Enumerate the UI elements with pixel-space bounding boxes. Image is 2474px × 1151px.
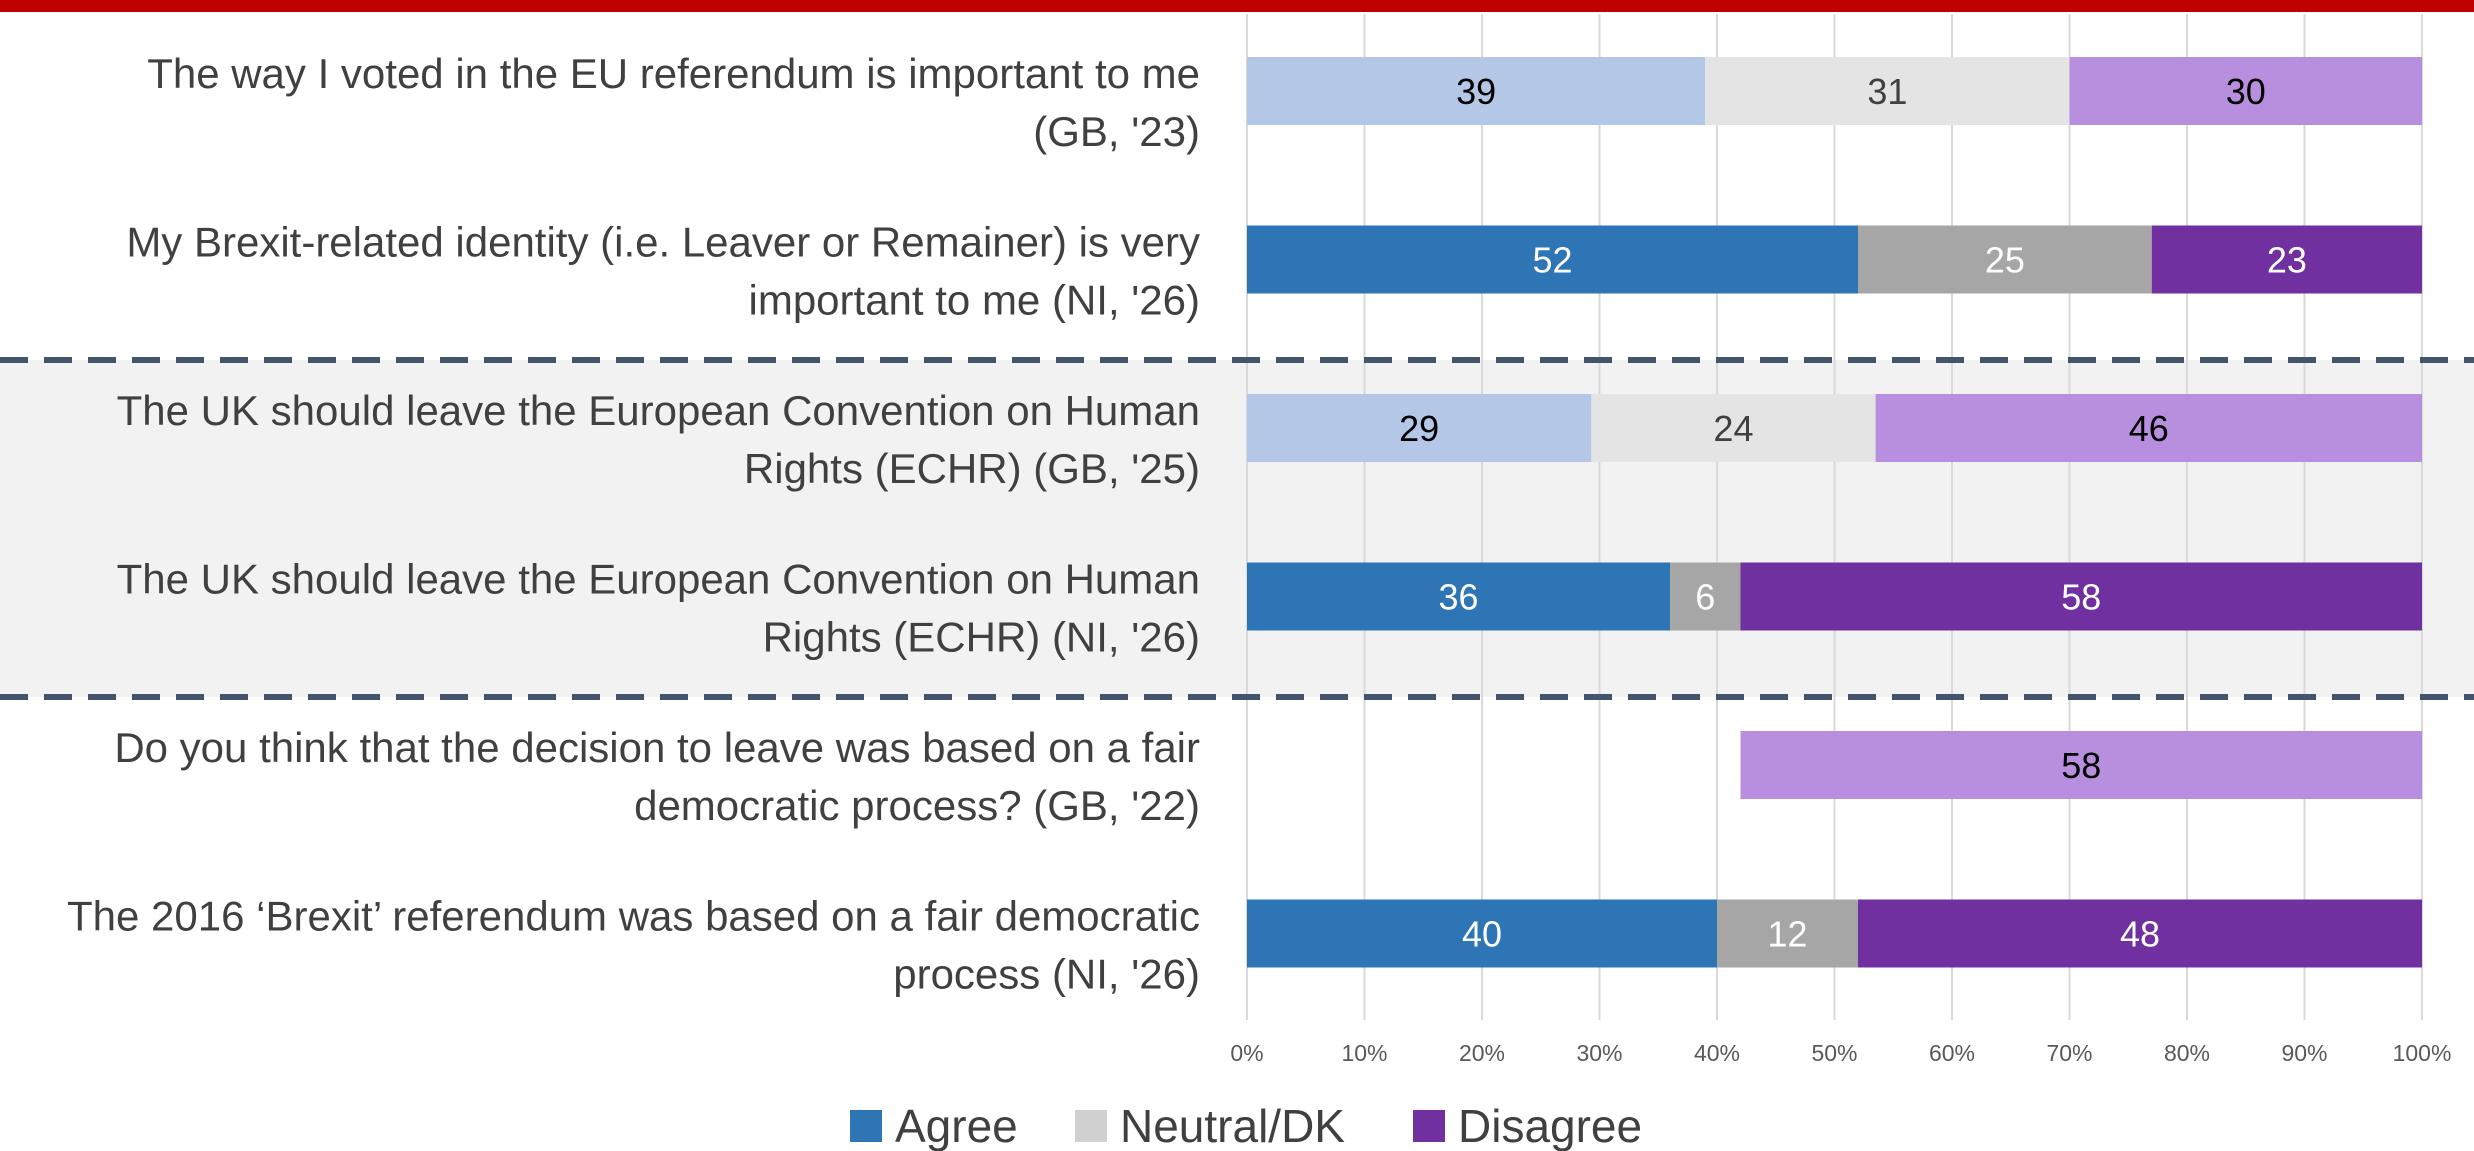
data-label-neutral: 24 [1713,408,1753,449]
header-accent-bar [0,0,2474,12]
x-tick-label: 30% [1576,1040,1622,1066]
question-label: important to me (NI, '26) [749,277,1201,324]
question-label: The way I voted in the EU referendum is … [147,50,1200,97]
bar-agree [1247,225,1858,294]
question-label: The UK should leave the European Convent… [117,556,1200,603]
bars: 39 31 30 52 25 23 29 24 46 36 6 58 58 40 12 48 [1247,57,2422,968]
data-label-agree: 40 [1462,914,1502,955]
question-label: democratic process? (GB, '22) [634,782,1200,829]
bar-disagree [1875,394,2422,462]
bar-disagree [1740,562,2422,631]
x-tick-label: 40% [1694,1040,1740,1066]
category-labels: The way I voted in the EU referendum is … [67,50,1200,998]
legend-label-agree: Agree [895,1100,1018,1151]
data-label-disagree: 23 [2267,240,2307,281]
data-label-neutral: 31 [1867,71,1907,112]
x-tick-label: 10% [1341,1040,1387,1066]
data-label-disagree: 30 [2226,71,2266,112]
x-tick-label: 90% [2281,1040,2327,1066]
legend-label-disagree: Disagree [1458,1100,1642,1151]
data-label-neutral: 12 [1767,914,1807,955]
x-tick-label: 50% [1811,1040,1857,1066]
legend: Agree Neutral/DK Disagree [850,1100,1642,1151]
x-tick-label: 80% [2164,1040,2210,1066]
question-label: My Brexit-related identity (i.e. Leaver … [126,219,1200,266]
bar-neutral [1705,57,2070,125]
question-label: Rights (ECHR) (GB, '25) [744,445,1200,492]
question-label: (GB, '23) [1033,108,1200,155]
question-label: Rights (ECHR) (NI, '26) [763,614,1200,661]
question-label: process (NI, '26) [893,951,1200,998]
question-label: Do you think that the decision to leave … [114,724,1200,771]
data-label-disagree: 48 [2120,914,2160,955]
legend-swatch-agree [850,1110,882,1142]
bar-agree [1247,394,1592,462]
bar-neutral [1670,562,1741,631]
separators [0,357,2474,700]
bar-neutral [1717,899,1858,968]
x-axis-ticks: 0% 10% 20% 30% 40% 50% 60% 70% 80% 90% 100% [1230,1040,2451,1066]
x-tick-label: 70% [2046,1040,2092,1066]
legend-label-neutral: Neutral/DK [1120,1100,1345,1151]
question-label: The UK should leave the European Convent… [117,387,1200,434]
x-tick-label: 100% [2393,1040,2452,1066]
x-tick-label: 20% [1459,1040,1505,1066]
x-tick-label: 60% [1929,1040,1975,1066]
data-label-agree: 29 [1399,408,1439,449]
bar-disagree [1740,731,2422,799]
legend-swatch-disagree [1413,1110,1445,1142]
bar-disagree [1858,899,2422,968]
legend-swatch-neutral [1075,1110,1107,1142]
data-label-agree: 39 [1456,71,1496,112]
bar-neutral [1858,225,2152,294]
bar-disagree [2151,225,2422,294]
bar-agree [1247,57,1706,125]
bar-agree [1247,562,1670,631]
data-label-agree: 36 [1438,577,1478,618]
bar-agree [1247,899,1717,968]
data-label-disagree: 58 [2061,577,2101,618]
x-tick-label: 0% [1230,1040,1263,1066]
data-label-neutral: 25 [1985,240,2025,281]
data-label-disagree: 46 [2129,408,2169,449]
bar-neutral [1591,394,1876,462]
bar-disagree [2069,57,2422,125]
data-label-agree: 52 [1532,240,1572,281]
gridlines [1246,14,2423,1020]
question-label: The 2016 ‘Brexit’ referendum was based o… [67,893,1200,940]
data-label-neutral: 6 [1695,577,1715,618]
data-label-disagree: 58 [2061,745,2101,786]
